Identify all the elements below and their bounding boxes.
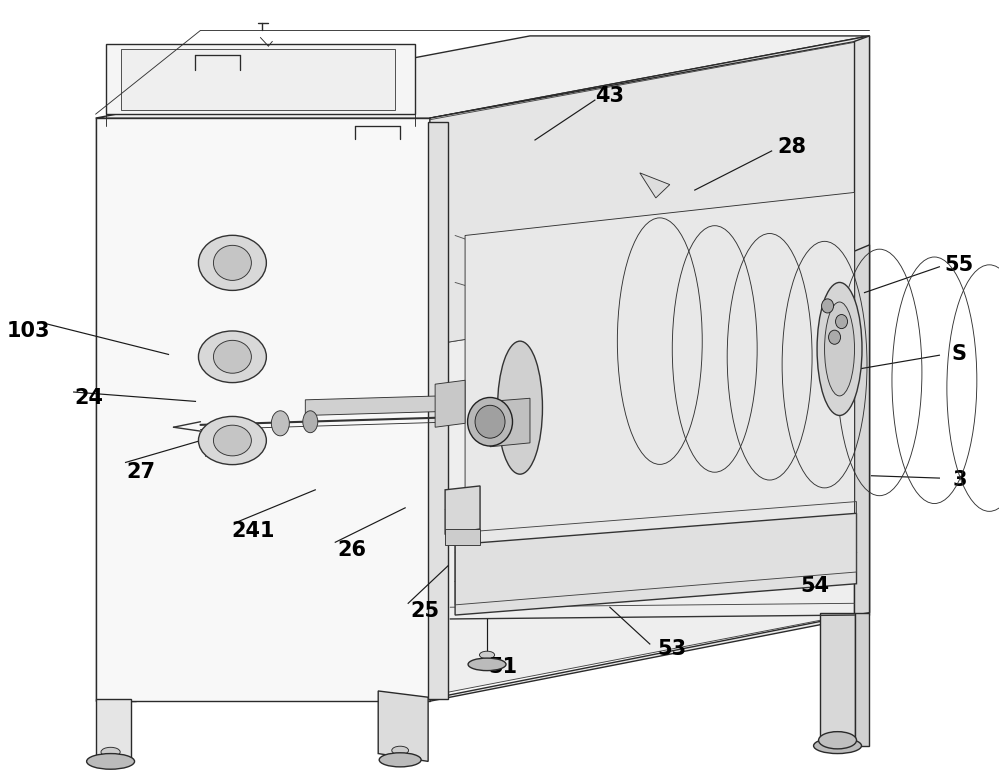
Text: 53: 53 bbox=[657, 639, 686, 659]
Polygon shape bbox=[430, 36, 869, 701]
Text: 25: 25 bbox=[411, 601, 440, 621]
Ellipse shape bbox=[213, 245, 251, 281]
Polygon shape bbox=[96, 118, 136, 701]
Ellipse shape bbox=[379, 753, 421, 767]
Ellipse shape bbox=[822, 299, 834, 313]
Text: 24: 24 bbox=[74, 388, 103, 408]
Text: 55: 55 bbox=[945, 256, 974, 275]
Ellipse shape bbox=[468, 397, 513, 446]
Polygon shape bbox=[618, 227, 638, 239]
Ellipse shape bbox=[819, 731, 857, 749]
Polygon shape bbox=[430, 42, 860, 345]
Ellipse shape bbox=[468, 658, 506, 670]
Ellipse shape bbox=[817, 282, 862, 416]
Ellipse shape bbox=[87, 753, 135, 769]
Polygon shape bbox=[430, 40, 864, 699]
Text: 3: 3 bbox=[952, 470, 967, 490]
Text: 241: 241 bbox=[232, 521, 275, 541]
Polygon shape bbox=[465, 192, 855, 588]
Text: 26: 26 bbox=[338, 540, 367, 560]
Text: S: S bbox=[952, 344, 967, 365]
Polygon shape bbox=[121, 49, 395, 111]
Ellipse shape bbox=[198, 416, 266, 465]
Polygon shape bbox=[428, 122, 448, 699]
Polygon shape bbox=[305, 396, 440, 416]
Polygon shape bbox=[455, 514, 857, 615]
Ellipse shape bbox=[498, 341, 542, 474]
Text: 43: 43 bbox=[595, 86, 624, 106]
Text: 51: 51 bbox=[488, 658, 518, 677]
Polygon shape bbox=[855, 245, 869, 615]
Polygon shape bbox=[820, 613, 855, 746]
Polygon shape bbox=[445, 486, 480, 535]
Ellipse shape bbox=[303, 411, 318, 433]
Ellipse shape bbox=[836, 314, 848, 328]
Ellipse shape bbox=[213, 340, 251, 373]
Polygon shape bbox=[96, 118, 430, 701]
Ellipse shape bbox=[829, 330, 841, 344]
Text: 28: 28 bbox=[777, 137, 806, 157]
Ellipse shape bbox=[814, 738, 862, 753]
Ellipse shape bbox=[828, 731, 847, 741]
Polygon shape bbox=[445, 529, 480, 545]
Text: 54: 54 bbox=[800, 576, 829, 596]
Ellipse shape bbox=[825, 302, 855, 396]
Ellipse shape bbox=[392, 746, 409, 755]
Polygon shape bbox=[378, 691, 428, 761]
Polygon shape bbox=[490, 398, 530, 447]
Polygon shape bbox=[106, 44, 415, 114]
Text: 27: 27 bbox=[126, 462, 155, 482]
Polygon shape bbox=[855, 36, 869, 613]
Text: 103: 103 bbox=[7, 321, 50, 341]
Polygon shape bbox=[430, 276, 860, 695]
Polygon shape bbox=[435, 380, 465, 427]
Polygon shape bbox=[96, 699, 131, 761]
Ellipse shape bbox=[198, 235, 266, 290]
Polygon shape bbox=[640, 172, 670, 198]
Ellipse shape bbox=[198, 331, 266, 383]
Ellipse shape bbox=[479, 652, 495, 659]
Ellipse shape bbox=[213, 425, 251, 456]
Polygon shape bbox=[855, 613, 869, 746]
Ellipse shape bbox=[101, 747, 120, 757]
Polygon shape bbox=[96, 36, 869, 118]
Ellipse shape bbox=[271, 411, 289, 436]
Ellipse shape bbox=[475, 405, 505, 438]
